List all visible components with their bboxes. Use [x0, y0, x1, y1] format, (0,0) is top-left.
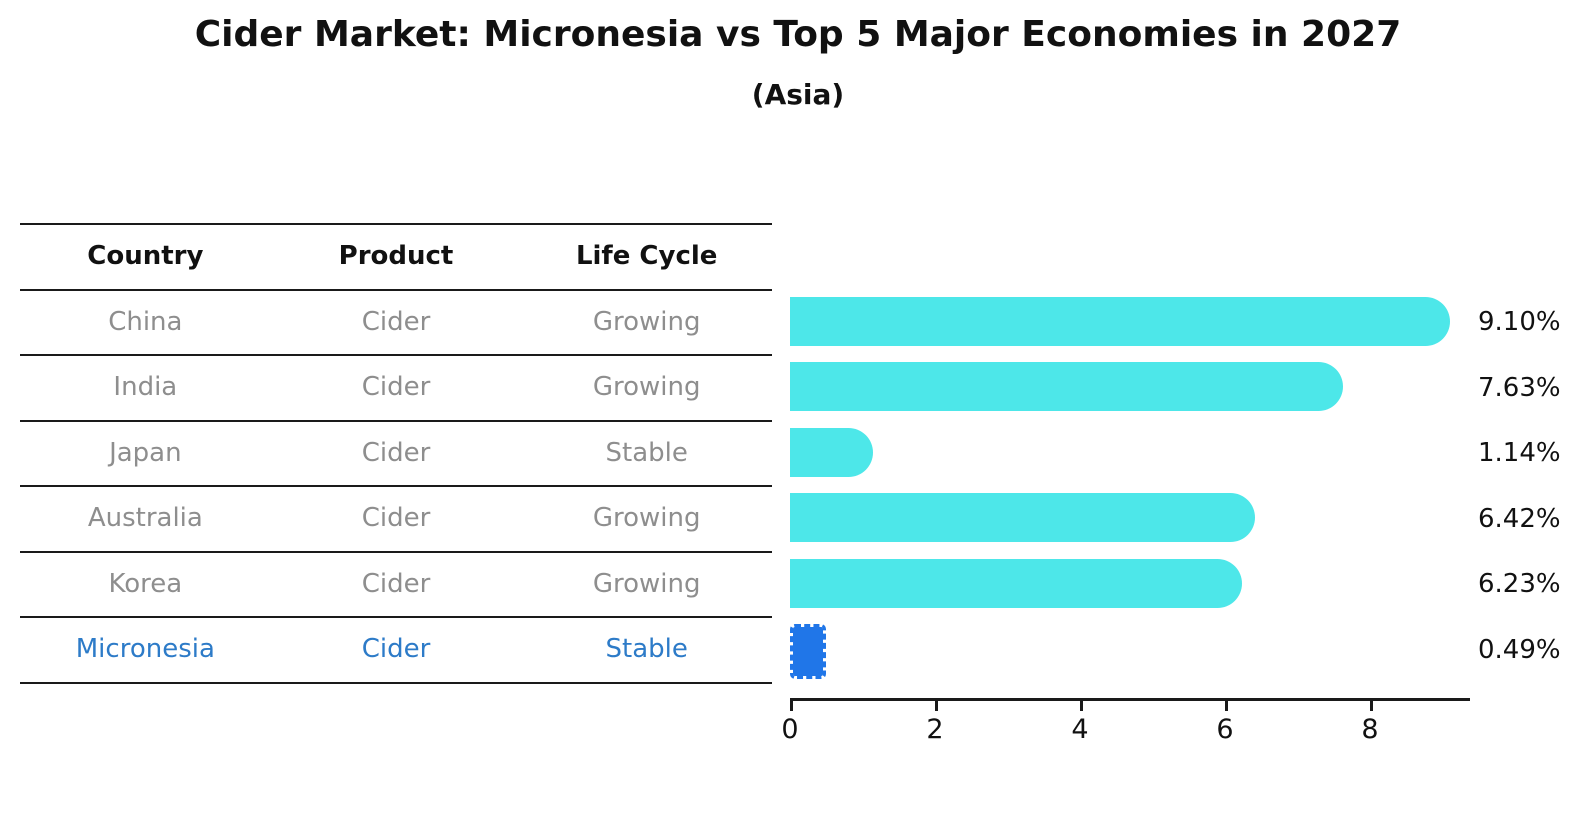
- x-axis-spine: [790, 698, 1470, 701]
- cell-product: Cider: [361, 634, 431, 664]
- bar-australia: [790, 493, 1255, 543]
- cell-life-cycle: Growing: [592, 372, 701, 402]
- value-label-japan: 1.14%: [1478, 438, 1561, 469]
- value-label-korea: 6.23%: [1478, 569, 1561, 600]
- table-rule: [20, 485, 772, 487]
- cell-product: Cider: [361, 568, 431, 599]
- x-tick-label: 8: [1361, 714, 1379, 745]
- table-rule: [20, 616, 772, 618]
- x-tick-label: 0: [781, 714, 799, 745]
- cell-life-cycle: Growing: [592, 503, 701, 533]
- x-tick-mark: [790, 701, 793, 711]
- value-label-australia: 6.42%: [1478, 503, 1561, 534]
- chart-subtitle: (Asia): [751, 78, 845, 111]
- table-row-japan: Japan Cider Stable: [20, 420, 772, 486]
- cell-product: Cider: [361, 503, 431, 533]
- cell-country: Korea: [108, 568, 183, 599]
- cell-product: Cider: [361, 372, 431, 402]
- table-row-micronesia: Micronesia Cider Stable: [20, 616, 772, 682]
- x-tick-mark: [1225, 701, 1228, 711]
- value-label-micronesia: 0.49%: [1478, 634, 1561, 665]
- x-tick-label: 6: [1216, 714, 1234, 745]
- column-header-lifecycle: Life Cycle: [575, 241, 718, 271]
- column-header-country: Country: [87, 241, 204, 271]
- table-row-australia: Australia Cider Growing: [20, 485, 772, 551]
- x-tick-mark: [1370, 701, 1373, 711]
- x-tick-mark: [935, 701, 938, 711]
- chart-title: Cider Market: Micronesia vs Top 5 Major …: [194, 14, 1402, 55]
- x-tick-label: 2: [926, 714, 944, 745]
- bar-india: [790, 362, 1343, 412]
- cell-country: India: [113, 372, 178, 402]
- value-label-india: 7.63%: [1478, 372, 1561, 403]
- x-tick-label: 4: [1071, 714, 1089, 745]
- bar-micronesia: [790, 624, 826, 680]
- table-rule: [20, 354, 772, 356]
- cell-product: Cider: [361, 306, 431, 337]
- cell-life-cycle: Growing: [592, 306, 701, 337]
- cell-country: Japan: [109, 437, 182, 468]
- cell-life-cycle: Stable: [605, 634, 688, 664]
- cell-life-cycle: Growing: [592, 568, 701, 599]
- table-rule: [20, 288, 772, 291]
- table-rule: [20, 223, 772, 225]
- table-rule: [20, 550, 772, 553]
- cell-country: Australia: [87, 503, 203, 533]
- cell-country: Micronesia: [75, 634, 215, 664]
- table-header-row: Country Product Life Cycle: [20, 223, 772, 289]
- bar-korea: [790, 558, 1242, 608]
- x-tick-mark: [1080, 701, 1083, 711]
- table-row-india: India Cider Growing: [20, 354, 772, 420]
- bar-japan: [790, 427, 873, 477]
- cell-life-cycle: Stable: [605, 437, 688, 468]
- cell-product: Cider: [361, 437, 431, 468]
- table-rule: [20, 419, 772, 422]
- column-header-product: Product: [338, 241, 454, 271]
- table-row-korea: Korea Cider Growing: [20, 551, 772, 617]
- table-rule: [20, 681, 772, 684]
- cell-country: China: [108, 306, 183, 337]
- value-label-china: 9.10%: [1478, 307, 1561, 338]
- table-row-china: China Cider Growing: [20, 289, 772, 355]
- bar-china: [790, 296, 1450, 346]
